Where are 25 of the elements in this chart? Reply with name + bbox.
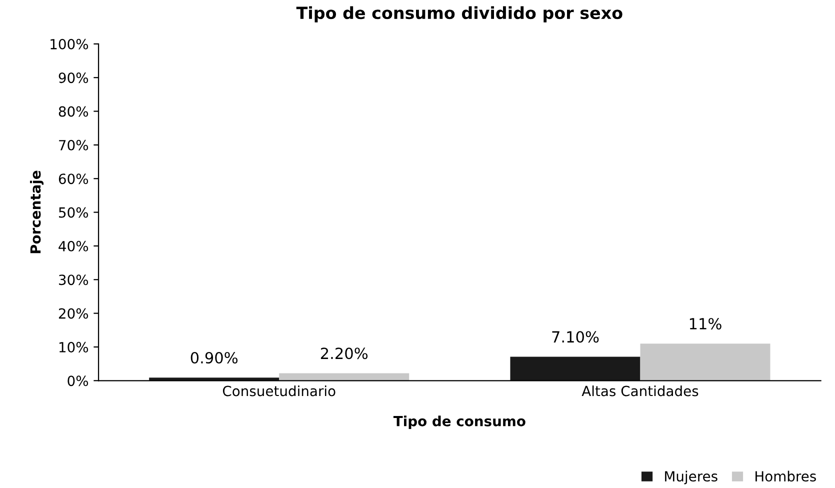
y-tick-label: 100% (50, 38, 88, 50)
y-tick-label: 70% (59, 140, 88, 150)
y-tick-label: 60% (58, 174, 88, 184)
y-tick-label: 0% (68, 376, 88, 386)
data-label: 7.10% (552, 331, 599, 343)
bar (640, 344, 770, 381)
y-tick-label: 10% (59, 342, 88, 352)
y-tick-label: 80% (58, 106, 88, 117)
chart-title: Tipo de consumo dividido por sexo (296, 6, 622, 22)
bar (279, 373, 410, 381)
legend-label: Hombres (756, 470, 816, 482)
y-tick-label: 90% (58, 72, 88, 84)
y-tick-label: 20% (58, 308, 88, 319)
y-tick-label: 40% (58, 240, 88, 252)
y-axis-title: Porcentaje (30, 170, 44, 254)
x-tick-label: Consuetudinario (222, 386, 336, 396)
bar (510, 356, 640, 381)
data-label: 0.90% (190, 352, 238, 364)
x-tick-label: Altas Cantidades (582, 386, 698, 396)
y-tick-label: 50% (59, 207, 88, 218)
data-label: 11% (690, 318, 722, 330)
y-tick-label: 30% (58, 274, 88, 286)
data-label: 2.20% (320, 348, 368, 360)
legend-label: Mujeres (665, 470, 718, 484)
x-axis-title: Tipo de consumo (393, 416, 526, 430)
